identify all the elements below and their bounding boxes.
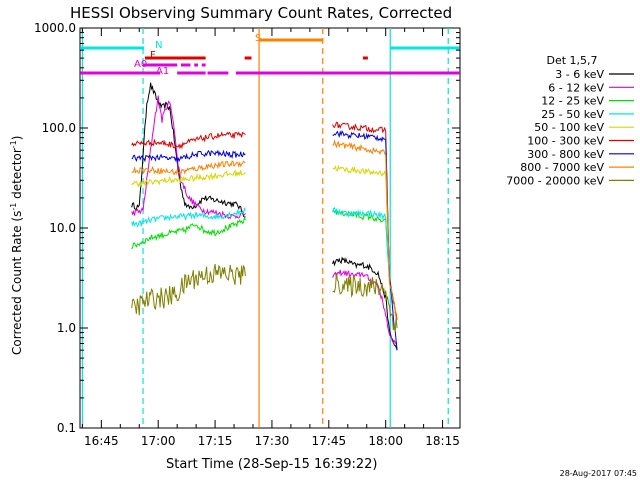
- y-tick-label: 100.0: [42, 121, 76, 135]
- vertical-markers: [81, 28, 449, 428]
- legend-label: 7000 - 20000 keV: [506, 174, 604, 187]
- legend-title: Det 1,5,7: [546, 54, 597, 67]
- series-50-100-kev-line-1: [131, 169, 246, 188]
- legend-label: 800 - 7000 keV: [520, 161, 604, 174]
- x-tick-label: 16:45: [84, 434, 119, 448]
- x-tick-label: 17:15: [198, 434, 233, 448]
- series-7000-20000-kev-line-1: [131, 263, 246, 316]
- flag-bars: N S FA0 A1: [80, 33, 460, 77]
- flag-label-f: F: [150, 50, 156, 61]
- y-tick-label: 10.0: [49, 221, 76, 235]
- series-25-50-kev-line-2: [332, 207, 398, 321]
- series-800-7000-kev-line-1: [131, 160, 246, 176]
- series-3-6-kev-line-1: [131, 82, 246, 219]
- series-100-300-kev-line-1: [131, 131, 246, 150]
- x-tick-label: 18:15: [425, 434, 460, 448]
- series-12-25-kev-line-1: [131, 216, 246, 250]
- chart-title: HESSI Observing Summary Count Rates, Cor…: [70, 4, 452, 22]
- y-tick-label: 0.1: [57, 421, 76, 435]
- y-axis-label: Corrected Count Rate (s-1 detector-1): [9, 136, 24, 355]
- legend-label: 300 - 800 keV: [527, 148, 604, 161]
- x-tick-label: 17:30: [255, 434, 290, 448]
- legend-label: 100 - 300 keV: [527, 135, 604, 148]
- x-axis: 16:45 17:00 17:15 17:30 17:45 18:00 18:15: [81, 28, 460, 448]
- legend-label: 12 - 25 keV: [541, 95, 604, 108]
- flag-label-a0: A0: [134, 59, 147, 70]
- x-tick-label: 17:45: [312, 434, 347, 448]
- legend-label: 50 - 100 keV: [534, 121, 604, 134]
- x-tick-label: 17:00: [141, 434, 176, 448]
- series-3-6-kev-line-2: [332, 256, 398, 351]
- x-axis-label: Start Time (28-Sep-15 16:39:22): [166, 457, 377, 472]
- series-300-800-kev-line-1: [131, 149, 246, 163]
- y-tick-label: 1.0: [57, 321, 76, 335]
- legend-label: 6 - 12 keV: [548, 81, 604, 94]
- series-group: [131, 82, 398, 351]
- legend-label: 25 - 50 keV: [541, 108, 604, 121]
- legend-label: 3 - 6 keV: [555, 68, 604, 81]
- flag-label-a1: A1: [156, 66, 169, 77]
- series-7000-20000-kev-line-2: [332, 272, 398, 333]
- series-6-12-kev-line-2: [332, 269, 398, 345]
- flag-label-n: N: [155, 40, 162, 51]
- plot-frame: [79, 27, 461, 429]
- plot-border: [79, 27, 461, 429]
- timestamp: 28-Aug-2017 07:45: [560, 469, 637, 478]
- series-800-7000-kev-line-2: [332, 139, 398, 321]
- flag-label-s: S: [255, 33, 261, 44]
- series-25-50-kev-line-1: [131, 206, 246, 228]
- x-tick-label: 18:00: [368, 434, 403, 448]
- y-tick-label: 1000.0: [34, 21, 76, 35]
- y-axis: 0.1 1.0 10.0 100.0 1000.0: [34, 21, 460, 435]
